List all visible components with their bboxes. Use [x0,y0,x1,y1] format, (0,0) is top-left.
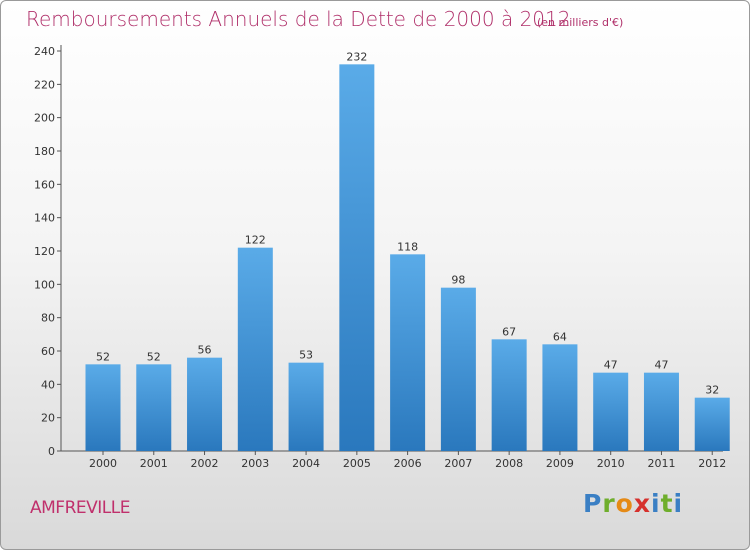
bar [390,254,426,451]
bar-value-label: 64 [553,330,567,343]
x-tick-label: 2011 [647,457,675,470]
bar [643,372,679,451]
x-tick-label: 2000 [89,457,117,470]
bar [85,364,121,451]
y-tick-label: 100 [34,278,55,291]
bar [694,397,730,451]
x-tick-label: 2010 [597,457,625,470]
y-tick-label: 180 [34,145,55,158]
bar-value-label: 98 [451,274,465,287]
commune-name: AMFREVILLE [30,498,130,518]
bar-value-label: 32 [705,384,719,397]
bar-value-label: 122 [245,234,266,247]
y-tick-label: 40 [41,378,55,391]
bar-value-label: 47 [604,359,618,372]
x-tick-label: 2004 [292,457,320,470]
x-tick-label: 2006 [394,457,422,470]
x-tick-label: 2008 [495,457,523,470]
bar [339,64,375,452]
bar [288,362,324,451]
bar-value-label: 52 [147,350,161,363]
bar [136,364,172,451]
bar [593,372,629,451]
x-tick-label: 2005 [343,457,371,470]
y-tick-label: 80 [41,312,55,325]
proxiti-logo: Proxiti [583,489,684,518]
bar [440,287,476,451]
y-tick-label: 20 [41,412,55,425]
y-tick-label: 120 [34,245,55,258]
x-tick-label: 2012 [698,457,726,470]
bar-value-label: 232 [346,50,367,63]
x-tick-label: 2007 [444,457,472,470]
bar [187,357,223,451]
y-tick-label: 140 [34,212,55,225]
bar [491,339,527,451]
x-tick-label: 2003 [241,457,269,470]
bar-value-label: 118 [397,240,418,253]
bar-value-label: 47 [654,359,668,372]
bar-value-label: 52 [96,350,110,363]
y-tick-label: 200 [34,112,55,125]
y-tick-label: 220 [34,78,55,91]
bar-value-label: 53 [299,349,313,362]
chart-subtitle: (en milliers d'€) [537,16,624,29]
y-tick-label: 160 [34,178,55,191]
bar [542,344,578,451]
x-tick-label: 2009 [546,457,574,470]
chart-title: Remboursements Annuels de la Dette de 20… [26,7,571,31]
y-tick-label: 0 [48,445,55,458]
bar-value-label: 56 [198,344,212,357]
x-tick-label: 2002 [191,457,219,470]
bar-value-label: 67 [502,325,516,338]
y-tick-label: 60 [41,345,55,358]
bar [237,247,273,451]
y-tick-label: 240 [34,45,55,58]
x-tick-label: 2001 [140,457,168,470]
